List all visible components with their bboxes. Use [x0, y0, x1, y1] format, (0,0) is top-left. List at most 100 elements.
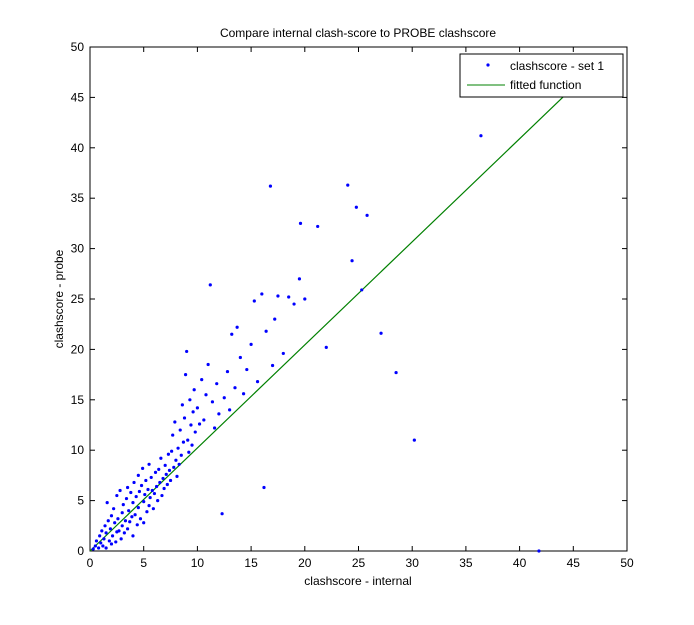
scatter-point [222, 396, 226, 400]
scatter-point [255, 380, 260, 384]
scatter-point [166, 452, 171, 456]
x-tick-label: 20 [298, 556, 312, 570]
scatter-point [153, 470, 158, 474]
y-tick-label: 50 [71, 40, 85, 54]
y-tick-label: 45 [71, 90, 85, 104]
scatter-point [316, 224, 320, 229]
scatter-point [128, 520, 132, 524]
scatter-point [93, 544, 97, 548]
y-tick-label: 25 [71, 292, 85, 306]
scatter-point [104, 531, 108, 535]
scatter-point [137, 489, 142, 494]
scatter-point [235, 325, 239, 329]
scatter-point [281, 351, 285, 356]
legend-label-set1: clashscore - set 1 [510, 59, 604, 73]
scatter-point [103, 524, 107, 528]
y-tick-label: 40 [71, 141, 85, 155]
scatter-point [268, 184, 273, 188]
scatter-points-group [91, 134, 541, 553]
y-tick-label: 10 [71, 443, 85, 457]
scatter-point [217, 412, 221, 416]
scatter-point [154, 484, 159, 489]
scatter-point [179, 453, 183, 457]
scatter-point [185, 349, 189, 354]
scatter-point [360, 288, 364, 292]
scatter-point [273, 317, 277, 321]
x-tick-label: 40 [513, 556, 527, 570]
scatter-point [324, 345, 328, 349]
scatter-point [118, 488, 122, 493]
y-axis-label: clashscore - probe [52, 249, 66, 348]
scatter-point [186, 438, 190, 442]
scatter-point [131, 501, 135, 505]
scatter-point [120, 524, 124, 528]
scatter-point [161, 476, 165, 481]
scatter-point [135, 523, 139, 527]
scatter-point [379, 331, 383, 335]
scatter-point [241, 392, 246, 396]
legend-label-fitted: fitted function [510, 78, 581, 92]
scatter-point [123, 519, 128, 523]
scatter-point [297, 277, 302, 281]
scatter-point [394, 370, 398, 375]
scatter-point [346, 183, 350, 187]
scatter-point [208, 283, 212, 287]
scatter-point [100, 529, 104, 533]
scatter-point [233, 386, 237, 390]
scatter-point [105, 501, 109, 505]
scatter-point [159, 456, 163, 460]
scatter-point [181, 440, 186, 444]
scatter-point [228, 408, 232, 412]
scatter-point [125, 485, 130, 490]
scatter-point [167, 468, 172, 472]
scatter-point [109, 542, 114, 546]
scatter-point [193, 430, 197, 434]
scatter-point [174, 458, 178, 462]
scatter-point [197, 422, 202, 426]
scatter-point [175, 474, 179, 479]
scatter-point [189, 423, 193, 427]
scatter-point [157, 467, 161, 471]
scatter-point [165, 482, 169, 487]
scatter-point [139, 483, 144, 488]
x-tick-label: 5 [140, 556, 147, 570]
scatter-point [158, 480, 162, 485]
scatter-point [98, 534, 102, 538]
scatter-point [147, 504, 151, 508]
scatter-point [200, 378, 204, 382]
x-tick-label: 45 [567, 556, 581, 570]
scatter-point [152, 491, 157, 496]
axes-box [89, 46, 628, 552]
scatter-point [117, 529, 121, 533]
scatter-point [287, 295, 291, 299]
scatter-point [187, 450, 191, 454]
scatter-point [192, 388, 196, 392]
scatter-point [292, 302, 296, 306]
scatter-point [365, 213, 369, 217]
scatter-point [125, 527, 130, 531]
scatter-point [91, 547, 95, 551]
scatter-point [479, 134, 483, 138]
y-tick-label: 0 [77, 544, 84, 558]
scatter-point [142, 521, 146, 525]
scatter-point [94, 539, 99, 543]
scatter-point [136, 506, 140, 510]
scatter-point [173, 420, 177, 424]
scatter-point [215, 382, 219, 386]
scatter-point [113, 521, 117, 525]
y-tick-label: 20 [71, 342, 85, 356]
scatter-point [183, 373, 188, 377]
scatter-point [134, 494, 138, 499]
scatter-point [116, 517, 120, 521]
scatter-point [124, 496, 129, 501]
scatter-point [206, 362, 210, 367]
scatter-point [101, 544, 105, 548]
scatter-point [151, 507, 155, 511]
scatter-point [148, 495, 152, 500]
scatter-point [119, 537, 123, 541]
scatter-point [190, 443, 194, 447]
chart-title: Compare internal clash-score to PROBE cl… [220, 26, 496, 40]
scatter-point [262, 485, 266, 490]
y-tick-label: 15 [71, 393, 85, 407]
scatter-point [146, 487, 150, 492]
